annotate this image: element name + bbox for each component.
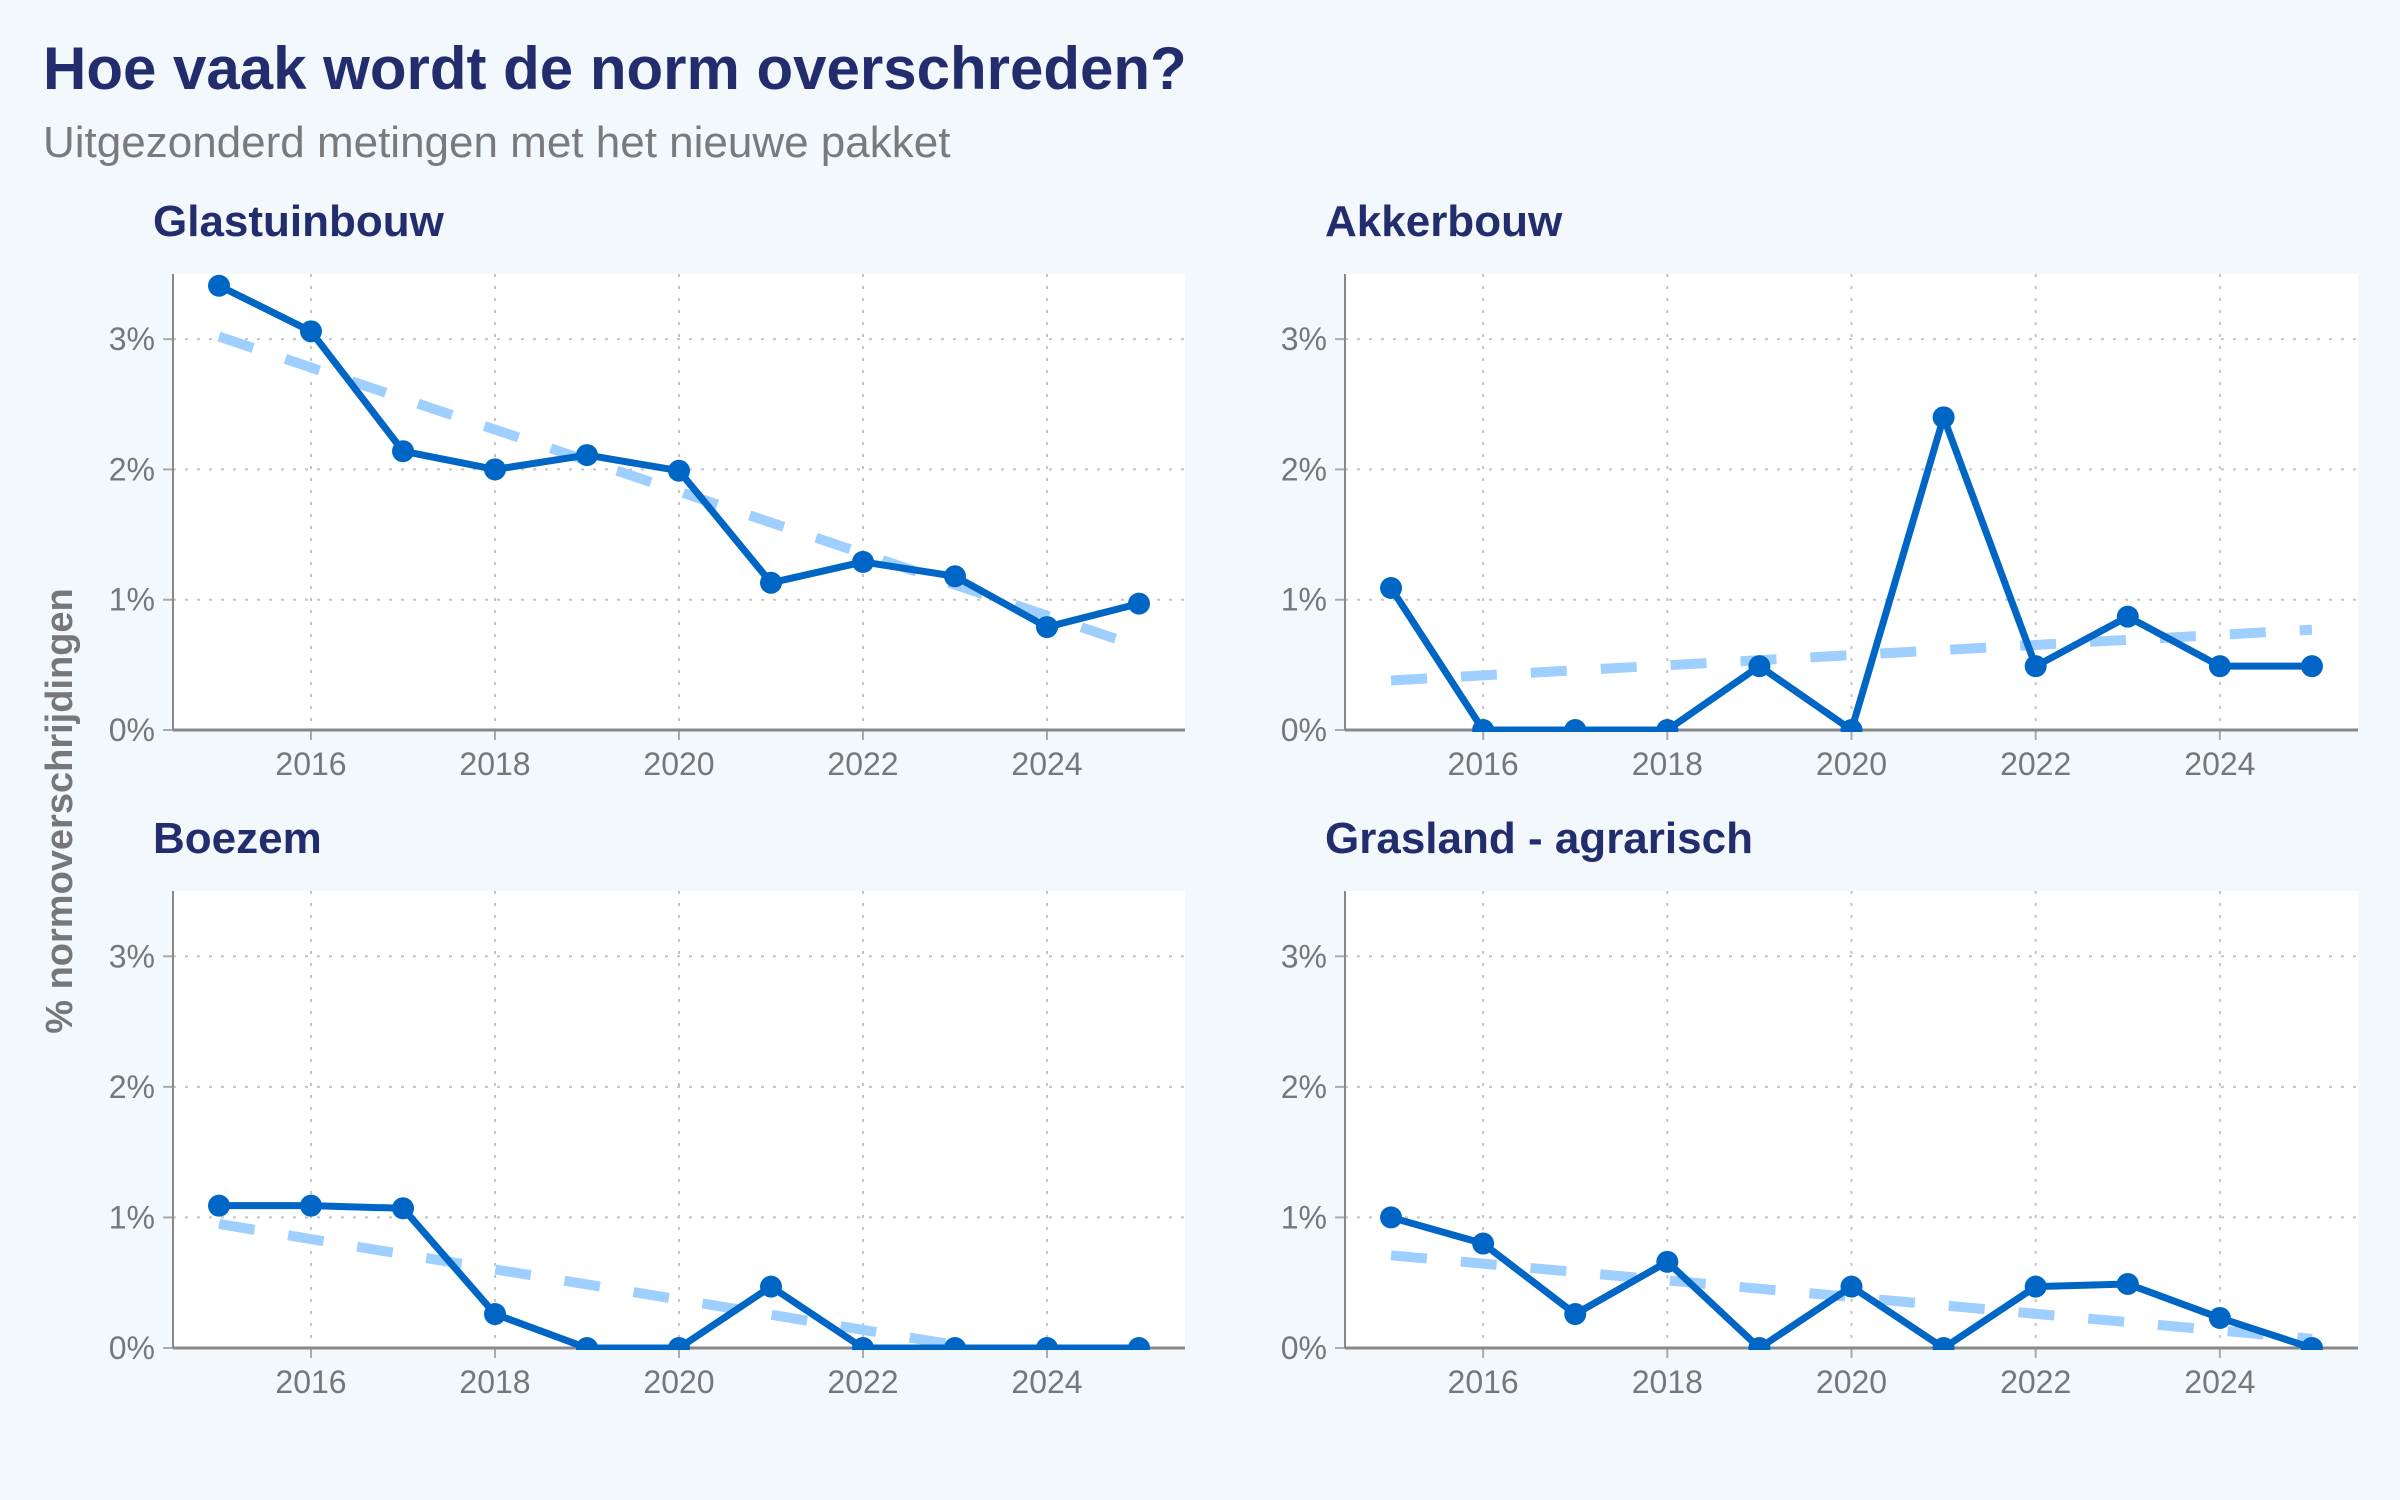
chart-subtitle: Uitgezonderd metingen met het nieuwe pak… [43,118,950,167]
panel-grasland-agrarisch: Grasland - agrarisch 2016 2018 2020 2022 2024… [1281,814,2358,1400]
panel-title: Akkerbouw [1325,197,1563,246]
data-point [760,571,782,594]
x-tick-label: 2022 [827,1364,898,1400]
data-point [2208,655,2231,678]
data-point [1380,1206,1403,1229]
trend-line [1390,1250,2313,1344]
panel-title: Glastuinbouw [153,197,445,246]
x-tick-label: 2016 [1448,746,1519,782]
y-tick-label: 1% [109,1199,155,1235]
x-tick-label: 2022 [827,746,898,782]
panel-boezem: Boezem 2016 2018 2020 2022 2024 0% 1% 2% 3% [109,814,1185,1400]
data-point [1472,719,1495,732]
data-point [300,320,322,343]
x-tick-label: 2024 [1011,1364,1082,1400]
y-tick-label: 3% [1281,938,1327,974]
data-point [1932,1337,1955,1350]
data-point [1380,576,1403,599]
trend-line [1390,624,2313,686]
y-tick-label: 0% [109,712,155,748]
data-point [852,1337,874,1350]
data-point [208,1194,230,1217]
trend-line [217,331,1141,652]
x-tick-label: 2020 [643,746,714,782]
data-point [944,565,966,588]
data-point [1128,592,1150,615]
y-tick-label: 3% [1281,321,1327,357]
y-tick-label: 2% [109,451,155,487]
panel-title: Boezem [153,814,322,863]
data-point [576,444,598,467]
data-point [2024,1275,2047,1298]
data-point [1748,655,1771,678]
data-point [668,459,690,482]
data-point [208,274,230,297]
x-tick-label: 2018 [459,746,530,782]
y-tick-label: 3% [109,321,155,357]
data-point [1128,1337,1150,1350]
data-point [2116,1273,2139,1296]
data-point [1564,1303,1587,1326]
data-point [2300,1337,2323,1350]
data-point [392,440,414,463]
data-point [576,1337,598,1350]
x-tick-label: 2020 [1816,1364,1887,1400]
data-point [392,1197,414,1220]
data-point [2024,655,2047,678]
panel-akkerbouw: Akkerbouw 2016 2018 2020 2022 2024 0% 1% 2% 3% [1281,197,2358,782]
data-point [300,1194,322,1217]
x-tick-label: 2024 [2184,1364,2255,1400]
y-axis-label: % normoverschrijdingen [39,588,81,1034]
data-point [1656,719,1679,732]
x-tick-label: 2018 [1632,746,1703,782]
x-tick-label: 2016 [275,1364,346,1400]
x-tick-label: 2020 [643,1364,714,1400]
x-tick-label: 2022 [2000,1364,2071,1400]
x-tick-label: 2018 [1632,1364,1703,1400]
x-tick-label: 2016 [275,746,346,782]
x-tick-label: 2016 [1448,1364,1519,1400]
trend-line [218,1219,975,1350]
panel-glastuinbouw: Glastuinbouw 2016 2018 2020 2022 2024 0% 1% 2% 3% [109,197,1185,782]
y-tick-label: 2% [109,1069,155,1105]
chart-title: Hoe vaak wordt de norm overschreden? [43,35,1187,102]
panel-title: Grasland - agrarisch [1325,814,1753,863]
x-tick-label: 2022 [2000,746,2071,782]
data-point [2208,1306,2231,1329]
y-tick-label: 1% [1281,582,1327,618]
y-tick-label: 3% [109,938,155,974]
data-point [1748,1337,1771,1350]
data-point [1564,719,1587,732]
data-point [1840,1275,1863,1298]
y-tick-label: 0% [109,1330,155,1366]
y-tick-label: 1% [109,582,155,618]
data-point [668,1337,690,1350]
data-point [484,458,506,481]
data-point [1656,1250,1679,1273]
y-tick-label: 0% [1281,712,1327,748]
data-point [2116,605,2139,628]
data-point [944,1337,966,1350]
y-tick-label: 2% [1281,451,1327,487]
data-point [2300,655,2323,678]
x-tick-label: 2020 [1816,746,1887,782]
y-tick-label: 0% [1281,1330,1327,1366]
data-point [760,1275,782,1298]
data-point [1036,616,1058,639]
y-tick-label: 2% [1281,1069,1327,1105]
data-point [484,1303,506,1326]
x-tick-label: 2024 [2184,746,2255,782]
x-tick-label: 2024 [1011,746,1082,782]
x-tick-label: 2018 [459,1364,530,1400]
y-tick-label: 1% [1281,1199,1327,1235]
data-point [1036,1337,1058,1350]
data-point [1932,406,1955,429]
data-point [1840,719,1863,732]
data-point [852,550,874,573]
panels: Glastuinbouw 2016 2018 2020 2022 2024 0% 1% 2% 3%… [109,197,2358,1400]
data-point [1472,1232,1495,1255]
